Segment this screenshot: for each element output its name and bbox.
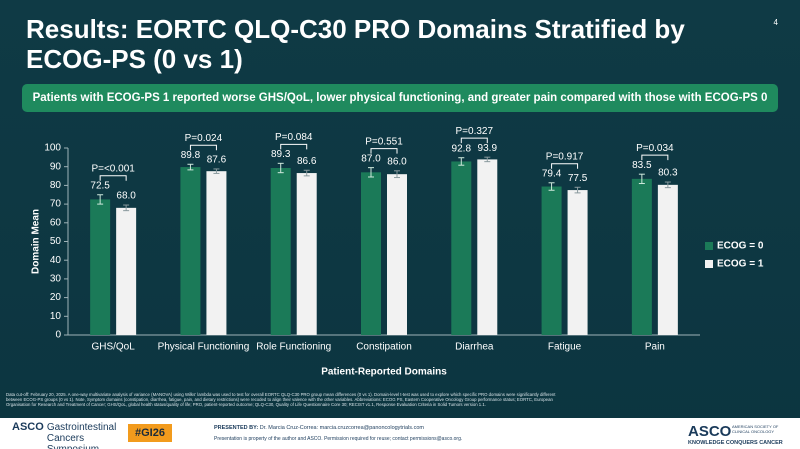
bar: [90, 199, 111, 335]
bar: [451, 161, 472, 335]
presenter: PRESENTED BY: Dr. Marcia Cruz-Correa: ma…: [214, 425, 424, 431]
slide-title: Results: EORTC QLQ-C30 PRO Domains Strat…: [26, 14, 685, 74]
significance-bracket: [280, 143, 308, 150]
y-tick-label: 30: [50, 274, 62, 285]
value-label: 86.6: [297, 156, 317, 167]
value-label: 68.0: [116, 191, 136, 202]
society-name: AMERICAN SOCIETY OF CLINICAL ONCOLOGY: [732, 424, 779, 434]
value-label: 77.5: [568, 173, 588, 184]
error-bar: [277, 162, 284, 174]
bar: [180, 167, 201, 335]
value-label: 80.3: [658, 168, 678, 179]
bar: [361, 172, 381, 335]
significance-bracket: [551, 163, 579, 169]
permission: Presentation is property of the author a…: [214, 436, 463, 442]
y-tick-label: 0: [55, 330, 61, 341]
value-label: 79.4: [542, 168, 562, 179]
y-tick-label: 50: [50, 236, 62, 247]
error-bar: [123, 204, 130, 212]
error-bar: [548, 182, 555, 191]
p-value: P=0.024: [185, 133, 223, 144]
x-tick-label: Physical Functioning: [158, 342, 250, 353]
error-bar: [394, 170, 400, 179]
footer: ASCO Gastrointestinal Cancers Symposium …: [0, 418, 800, 449]
error-bar: [484, 156, 491, 163]
society-tagline: KNOWLEDGE CONQUERS CANCER: [688, 440, 783, 446]
y-tick-label: 10: [50, 311, 62, 322]
presenter-name: Dr. Marcia Cruz-Correa: marcia.cruzcorre…: [259, 425, 424, 431]
error-bar: [213, 168, 220, 174]
value-label: 86.0: [387, 156, 407, 167]
hashtag: #GI26: [128, 424, 172, 442]
significance-bracket: [460, 137, 488, 144]
p-value: P=0.084: [275, 132, 313, 143]
value-label: 87.0: [361, 153, 381, 164]
legend-swatch: [705, 242, 713, 250]
society-logo: ASCO: [688, 423, 732, 440]
error-bar: [638, 173, 645, 185]
y-tick-label: 70: [50, 199, 62, 210]
meeting-logo: ASCO Gastrointestinal Cancers Symposium: [12, 422, 125, 449]
value-label: 72.5: [90, 180, 110, 191]
p-value: P=0.327: [456, 126, 494, 137]
value-label: 89.3: [271, 149, 291, 160]
meeting-brand: ASCO: [12, 421, 44, 433]
bar: [631, 178, 652, 335]
error-bar: [458, 157, 465, 166]
x-tick-label: Diarrhea: [455, 342, 494, 353]
y-tick-label: 90: [50, 161, 62, 172]
p-value: P=<0.001: [91, 163, 135, 174]
x-tick-label: Constipation: [356, 342, 412, 353]
x-tick-label: Fatigue: [548, 342, 582, 353]
error-bar: [303, 169, 310, 177]
y-tick-label: 60: [50, 217, 62, 228]
presented-by-label: PRESENTED BY:: [214, 425, 259, 431]
footnote: Data cut-off: February 20, 2025. A one-w…: [6, 392, 556, 408]
value-label: 83.5: [632, 160, 652, 171]
error-bar: [368, 167, 374, 178]
y-tick-label: 20: [50, 292, 62, 303]
bar: [116, 207, 137, 335]
slide-number: 4: [773, 18, 778, 27]
y-tick-label: 40: [50, 255, 62, 266]
x-tick-label: Role Functioning: [256, 342, 331, 353]
value-label: 92.8: [452, 143, 472, 154]
significance-bracket: [99, 175, 127, 181]
error-bar: [187, 163, 194, 171]
error-bar: [97, 194, 104, 205]
meeting-name: Gastrointestinal Cancers Symposium: [46, 422, 117, 449]
chart: 0 10 20 30 40 50 60 70 80 90 100 Domain Mean Patient…: [31, 126, 764, 378]
p-value: P=0.551: [365, 136, 403, 147]
bar: [270, 168, 291, 335]
x-axis-title: Patient-Reported Domains: [321, 367, 447, 378]
value-label: 89.8: [181, 150, 201, 161]
p-value: P=0.034: [636, 143, 674, 154]
significance-bracket: [641, 154, 669, 161]
bar: [567, 190, 588, 335]
bar: [296, 173, 317, 335]
bar: [206, 171, 227, 335]
error-bar: [664, 181, 671, 189]
error-bar: [574, 186, 581, 194]
bar: [387, 174, 407, 335]
y-tick-label: 80: [50, 180, 62, 191]
x-tick-label: Pain: [645, 342, 665, 353]
p-value: P=0.917: [546, 151, 584, 162]
significance-bracket: [370, 148, 398, 154]
x-tick-label: GHS/QoL: [91, 342, 135, 353]
legend-swatch: [705, 260, 713, 268]
y-axis-title: Domain Mean: [31, 209, 42, 274]
y-tick-label: 100: [44, 143, 61, 154]
key-message-text: Patients with ECOG-PS 1 reported worse G…: [32, 92, 768, 104]
significance-bracket: [189, 144, 217, 151]
bar: [657, 184, 678, 335]
key-message: Patients with ECOG-PS 1 reported worse G…: [22, 84, 778, 112]
legend-label: ECOG = 0: [717, 241, 764, 252]
value-label: 93.9: [478, 143, 498, 154]
legend-label: ECOG = 1: [717, 259, 764, 270]
bar: [541, 186, 562, 335]
value-label: 87.6: [207, 155, 227, 166]
bar: [477, 159, 498, 335]
